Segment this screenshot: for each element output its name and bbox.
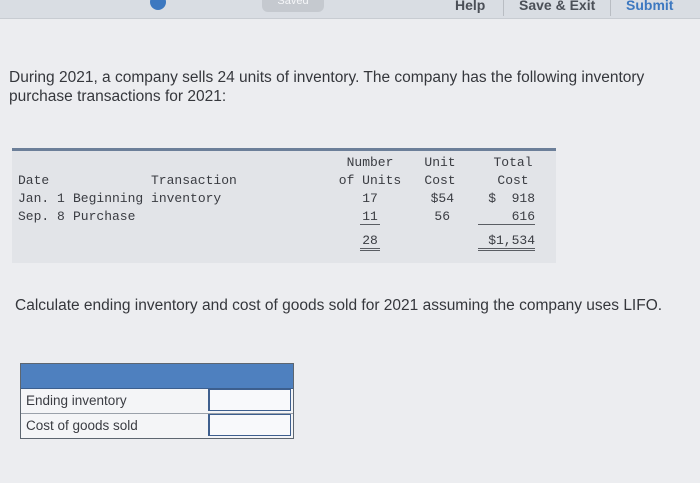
row-units: 17 [362,191,378,206]
total-units: 28 [360,233,380,251]
header-total-cost-line2: Cost [497,173,529,188]
row-unit-cost: 56 [434,209,450,224]
row-transaction: Purchase [73,209,136,224]
top-toolbar: Saved Help Save & Exit Submit [0,0,700,19]
header-unit-cost-line1: Unit [424,155,456,170]
save-exit-button[interactable]: Save & Exit [519,0,596,13]
inventory-table: Date Transaction Number of Units Unit Co… [12,148,556,263]
answer-table-header [21,364,293,389]
total-cost: $1,534 [478,233,535,251]
cost-of-goods-sold-label: Cost of goods sold [26,418,138,433]
row-date: Sep. 8 [18,209,65,224]
row-unit-cost: $54 [430,191,454,206]
answer-row-cost-of-goods-sold: Cost of goods sold [21,414,293,438]
row-date: Jan. 1 [18,191,65,206]
header-date: Date [18,173,50,188]
row-total-cost: $ 918 [488,191,535,206]
header-total-cost-line1: Total [493,155,533,170]
toolbar-divider [503,0,504,16]
toolbar-divider [610,0,611,16]
cost-of-goods-sold-input[interactable] [208,414,291,436]
ending-inventory-input[interactable] [208,389,291,411]
header-unit-cost-line2: Cost [424,173,456,188]
header-units-line1: Number [346,155,394,170]
header-units-line2: of Units [338,173,402,188]
answer-row-ending-inventory: Ending inventory [21,389,293,414]
header-transaction: Transaction [151,173,237,188]
help-button[interactable]: Help [455,0,486,13]
ending-inventory-label: Ending inventory [26,393,127,408]
row-units: 11 [360,209,380,225]
question-text: Calculate ending inventory and cost of g… [15,297,663,314]
problem-intro: During 2021, a company sells 24 units of… [9,69,645,105]
row-transaction: Beginning inventory [73,191,222,206]
row-total-cost: 616 [478,209,535,225]
submit-button[interactable]: Submit [626,0,674,13]
saved-status: Saved [262,0,324,12]
question-indicator-icon[interactable] [150,0,166,10]
answer-table: Ending inventory Cost of goods sold [20,363,294,439]
